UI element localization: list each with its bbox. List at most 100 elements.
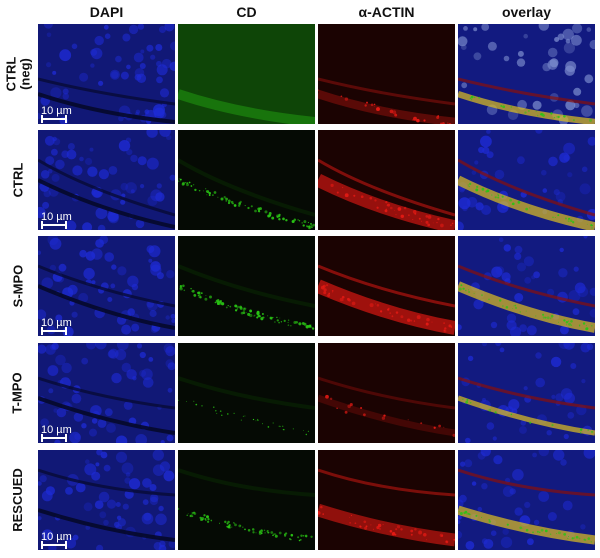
signal-spot bbox=[216, 412, 218, 414]
nucleus bbox=[38, 112, 42, 120]
signal-spot bbox=[307, 222, 309, 224]
row-label-t-mpo: T-MPO bbox=[0, 343, 36, 443]
tissue-layer bbox=[318, 279, 455, 335]
signal-spot bbox=[178, 399, 180, 401]
signal-spot bbox=[410, 533, 413, 536]
nucleus bbox=[520, 420, 527, 426]
signal-spot bbox=[267, 529, 269, 532]
signal-spot bbox=[494, 411, 497, 414]
micrograph-t-mpo-dapi: 10 µm bbox=[38, 343, 175, 443]
signal-spot bbox=[215, 410, 217, 412]
signal-spot bbox=[512, 307, 514, 309]
nucleus bbox=[477, 506, 483, 512]
signal-spot bbox=[445, 540, 449, 544]
signal-spot bbox=[233, 204, 237, 207]
signal-spot bbox=[181, 182, 185, 186]
nucleus bbox=[163, 470, 175, 482]
nucleus bbox=[519, 324, 527, 332]
signal-spot bbox=[283, 319, 286, 323]
signal-spot bbox=[433, 426, 436, 429]
nucleus bbox=[146, 130, 158, 138]
nucleus bbox=[156, 183, 162, 189]
signal-spot bbox=[263, 529, 266, 532]
signal-spot bbox=[590, 541, 592, 543]
signal-spot bbox=[237, 308, 239, 310]
nucleus bbox=[111, 372, 122, 384]
nucleus bbox=[62, 88, 69, 95]
signal-spot bbox=[290, 533, 294, 537]
nucleus bbox=[135, 109, 141, 115]
nucleus bbox=[126, 149, 133, 156]
signal-spot bbox=[500, 104, 503, 108]
nucleus bbox=[104, 33, 111, 39]
nucleus bbox=[553, 450, 565, 461]
nucleus bbox=[161, 58, 172, 69]
nucleus bbox=[108, 166, 118, 175]
signal-spot bbox=[539, 113, 543, 116]
nucleus bbox=[115, 451, 128, 463]
nucleus bbox=[41, 277, 54, 289]
signal-spot bbox=[208, 191, 211, 195]
nucleus bbox=[135, 111, 140, 116]
nucleus bbox=[580, 524, 586, 530]
micrograph-image bbox=[318, 24, 455, 124]
signal-spot bbox=[236, 308, 238, 310]
signal-spot bbox=[353, 194, 356, 197]
signal-spot bbox=[522, 527, 524, 529]
nucleus bbox=[42, 201, 50, 209]
signal-spot bbox=[344, 410, 348, 414]
signal-spot bbox=[178, 178, 180, 180]
micrograph-image bbox=[318, 130, 455, 230]
nucleus bbox=[170, 41, 175, 51]
signal-spot bbox=[376, 526, 380, 530]
signal-spot bbox=[190, 287, 192, 290]
signal-spot bbox=[473, 292, 475, 294]
micrograph-background bbox=[178, 450, 315, 550]
signal-spot bbox=[403, 206, 407, 210]
nucleus bbox=[72, 165, 83, 176]
nucleus bbox=[56, 275, 64, 283]
micrograph-ctrl-cd bbox=[178, 130, 315, 230]
nucleus bbox=[579, 183, 591, 195]
signal-spot bbox=[240, 419, 242, 421]
signal-spot bbox=[206, 194, 208, 196]
nucleus bbox=[55, 159, 65, 170]
nucleus bbox=[563, 433, 569, 440]
nucleus bbox=[98, 80, 104, 86]
signal-spot bbox=[395, 214, 397, 216]
signal-spot bbox=[198, 291, 201, 294]
signal-spot bbox=[571, 220, 573, 222]
nucleus bbox=[164, 24, 175, 32]
signal-spot bbox=[267, 531, 270, 534]
nucleus bbox=[156, 60, 162, 67]
micrograph-image bbox=[178, 130, 315, 230]
nucleus bbox=[83, 502, 93, 512]
signal-spot bbox=[190, 185, 193, 187]
row-label-ctrl: CTRL bbox=[0, 130, 36, 230]
nucleus bbox=[458, 36, 468, 47]
signal-spot bbox=[527, 109, 530, 112]
nucleus bbox=[514, 245, 523, 254]
tissue-layer bbox=[38, 158, 175, 217]
signal-spot bbox=[271, 216, 275, 220]
signal-spot bbox=[270, 317, 273, 320]
scale-bar: 10 µm bbox=[41, 212, 72, 229]
signal-spot bbox=[510, 106, 513, 108]
nucleus bbox=[139, 63, 146, 69]
micrograph-image bbox=[318, 236, 455, 336]
nucleus bbox=[38, 309, 47, 320]
signal-spot bbox=[267, 426, 270, 428]
signal-spot bbox=[590, 324, 593, 327]
signal-spot bbox=[213, 191, 217, 194]
signal-spot bbox=[344, 193, 349, 198]
signal-spot bbox=[325, 394, 329, 399]
signal-spot bbox=[354, 522, 357, 525]
scale-bar-label: 10 µm bbox=[41, 105, 72, 117]
signal-spot bbox=[412, 219, 414, 220]
signal-spot bbox=[363, 520, 367, 524]
nucleus bbox=[106, 423, 116, 433]
nucleus bbox=[169, 174, 175, 181]
signal-spot bbox=[347, 404, 352, 409]
nucleus bbox=[171, 318, 175, 323]
signal-spot bbox=[536, 530, 539, 533]
